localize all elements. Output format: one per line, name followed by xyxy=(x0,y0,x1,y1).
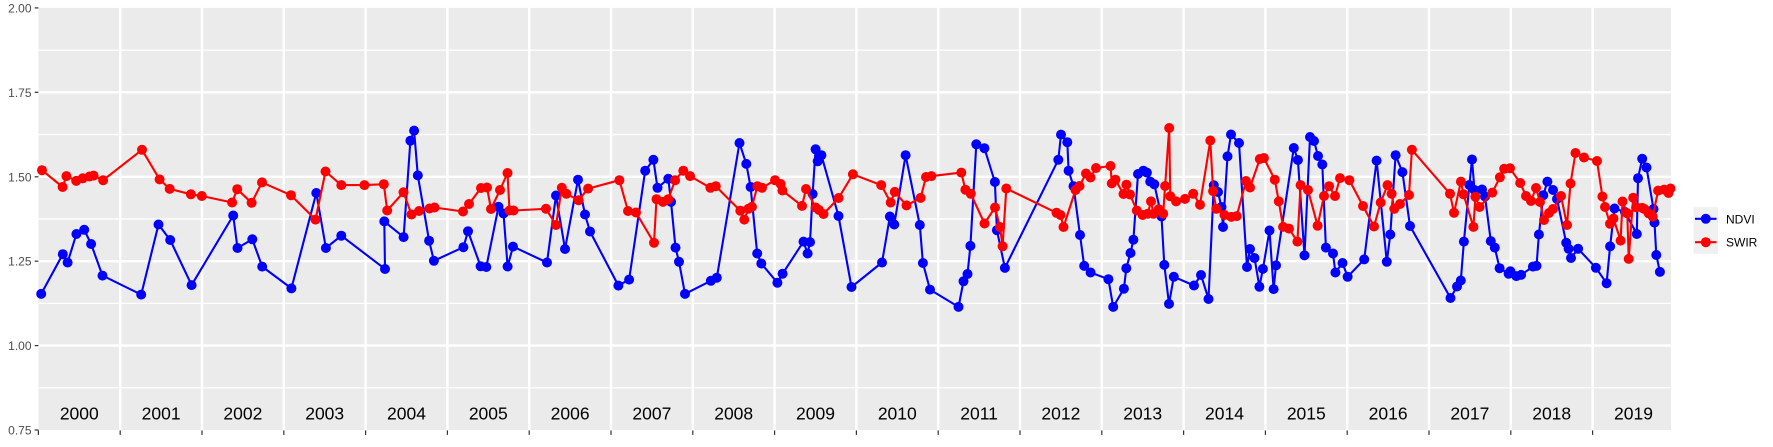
svg-text:2010: 2010 xyxy=(878,404,917,424)
svg-text:SWIR: SWIR xyxy=(1726,236,1758,250)
svg-text:2018: 2018 xyxy=(1532,404,1571,424)
svg-text:2003: 2003 xyxy=(305,404,344,424)
svg-text:2008: 2008 xyxy=(714,404,753,424)
svg-text:2.00: 2.00 xyxy=(8,1,32,15)
svg-text:2012: 2012 xyxy=(1041,404,1080,424)
svg-text:1.00: 1.00 xyxy=(8,339,32,353)
svg-text:1.75: 1.75 xyxy=(8,86,32,100)
svg-text:2011: 2011 xyxy=(960,404,998,424)
svg-text:1.50: 1.50 xyxy=(8,170,32,184)
svg-text:1.25: 1.25 xyxy=(8,255,32,269)
svg-text:2001: 2001 xyxy=(142,404,181,424)
svg-text:2007: 2007 xyxy=(632,404,671,424)
svg-text:2009: 2009 xyxy=(796,404,835,424)
svg-text:2013: 2013 xyxy=(1123,404,1162,424)
svg-text:0.75: 0.75 xyxy=(8,424,32,438)
svg-text:2000: 2000 xyxy=(60,404,99,424)
svg-text:2019: 2019 xyxy=(1614,404,1653,424)
svg-text:2016: 2016 xyxy=(1369,404,1408,424)
svg-text:2014: 2014 xyxy=(1205,404,1244,424)
svg-text:2006: 2006 xyxy=(551,404,590,424)
svg-text:2004: 2004 xyxy=(387,404,426,424)
svg-text:2005: 2005 xyxy=(469,404,508,424)
svg-text:NDVI: NDVI xyxy=(1726,212,1755,226)
svg-text:2002: 2002 xyxy=(223,404,262,424)
svg-text:2017: 2017 xyxy=(1450,404,1489,424)
svg-text:2015: 2015 xyxy=(1287,404,1326,424)
